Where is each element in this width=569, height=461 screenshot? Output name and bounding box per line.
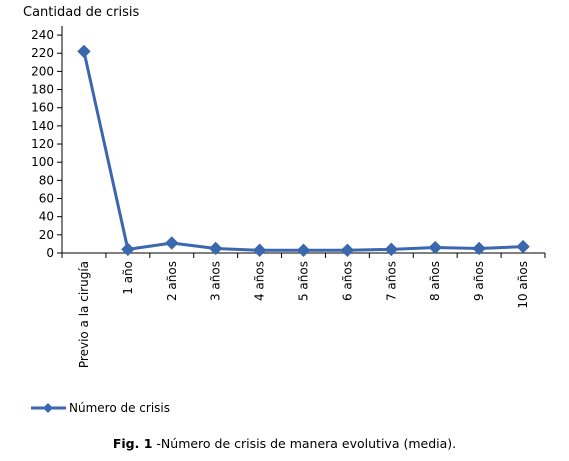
x-tick-label: 3 años — [209, 261, 223, 301]
legend: Número de crisis — [31, 401, 170, 415]
x-tick-label: 8 años — [428, 261, 442, 301]
x-axis-ticks: Previo a la cirugía 1 año 2 años 3 años 4 añ… — [61, 253, 546, 368]
data-point-marker — [516, 239, 530, 254]
series-numero-de-crisis — [77, 44, 530, 257]
y-tick-label: 0 — [46, 246, 54, 260]
x-tick-label: 7 años — [384, 261, 398, 301]
line-chart: 0 20 40 60 80 100 120 140 160 180 200 220 240 Previo… — [31, 26, 546, 415]
y-axis-title: Cantidad de crisis — [23, 5, 140, 20]
data-point-marker — [252, 243, 267, 257]
data-point-marker — [121, 242, 135, 257]
chart-axes — [61, 26, 545, 254]
y-tick-label: 240 — [31, 28, 54, 42]
x-tick-label: 1 año — [121, 261, 135, 295]
y-tick-label: 20 — [39, 228, 54, 242]
y-tick-label: 80 — [39, 173, 54, 187]
x-tick-label: 5 años — [297, 261, 311, 301]
data-point-marker — [472, 241, 486, 256]
y-tick-label: 140 — [31, 119, 54, 133]
x-tick-label: 2 años — [165, 261, 179, 301]
data-point-marker — [384, 242, 399, 257]
data-point-marker — [165, 236, 179, 250]
y-tick-label: 160 — [31, 101, 54, 115]
y-tick-label: 60 — [39, 192, 54, 206]
y-axis-ticks: 0 20 40 60 80 100 120 140 160 180 200 220 240 — [31, 28, 62, 260]
data-point-marker — [77, 44, 91, 59]
data-point-marker — [296, 243, 311, 257]
x-tick-label: 10 años — [516, 261, 530, 309]
figure-caption-text: -Número de crisis de manera evolutiva (m… — [152, 436, 457, 451]
y-tick-label: 200 — [31, 64, 54, 78]
x-tick-label: 9 años — [472, 261, 486, 301]
legend-diamond-marker — [43, 403, 53, 413]
x-tick-label: 4 años — [253, 261, 267, 301]
figure-caption: Fig. 1 -Número de crisis de manera evolu… — [0, 436, 569, 451]
legend-label: Número de crisis — [69, 401, 170, 415]
figure-label: Fig. 1 — [112, 436, 153, 451]
y-tick-label: 220 — [31, 46, 54, 60]
y-tick-label: 120 — [31, 137, 54, 151]
y-tick-label: 100 — [31, 155, 54, 169]
series-line — [82, 51, 524, 252]
data-point-marker — [340, 243, 355, 257]
data-point-marker — [208, 241, 223, 256]
data-point-marker — [428, 240, 442, 255]
y-tick-label: 40 — [39, 210, 54, 224]
x-tick-label: 6 años — [340, 261, 354, 301]
x-tick-label: Previo a la cirugía — [77, 261, 91, 368]
y-tick-label: 180 — [31, 83, 54, 97]
